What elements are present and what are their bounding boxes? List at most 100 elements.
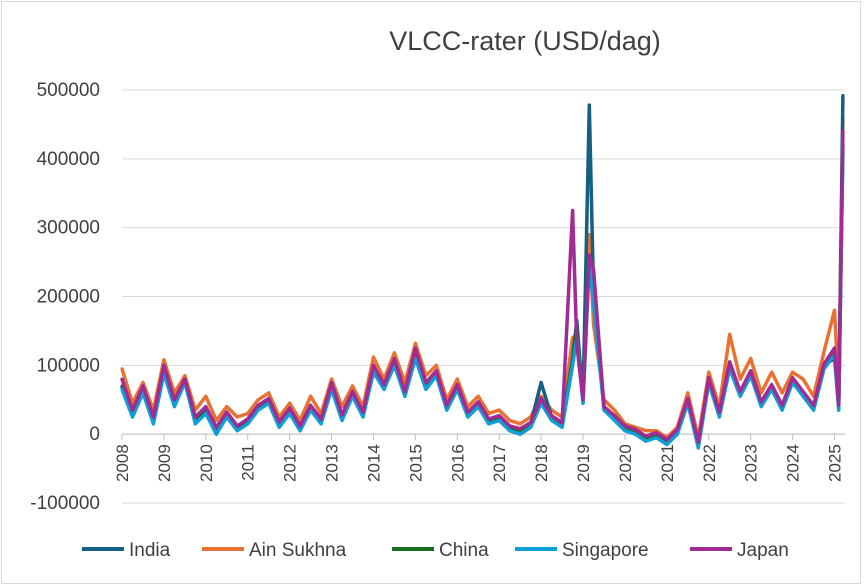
x-tick-label: 2015	[406, 444, 425, 482]
data-point	[424, 387, 428, 391]
x-tick-label: 2024	[784, 444, 803, 482]
data-point	[267, 396, 271, 400]
data-point	[476, 394, 480, 398]
data-point	[508, 429, 512, 433]
data-point	[550, 414, 554, 418]
series-line	[120, 95, 845, 447]
data-point	[330, 377, 334, 381]
data-point	[696, 440, 700, 444]
data-point	[791, 370, 795, 374]
data-point	[749, 356, 753, 361]
data-point	[361, 415, 365, 419]
data-point	[822, 350, 826, 354]
data-point	[193, 422, 197, 426]
x-tick-label: 2013	[323, 444, 342, 482]
x-tick-label: 2018	[532, 444, 551, 482]
data-point	[591, 301, 596, 305]
data-point	[225, 405, 229, 409]
data-point	[602, 405, 606, 409]
data-point	[445, 408, 449, 412]
data-point	[822, 362, 826, 366]
x-tick-label: 2009	[155, 444, 174, 482]
x-tick-label: 2017	[490, 444, 509, 482]
data-point	[172, 405, 176, 409]
data-point	[193, 415, 197, 419]
data-point	[665, 442, 669, 447]
data-point	[497, 418, 501, 422]
data-point	[120, 387, 124, 391]
data-point	[587, 233, 591, 237]
data-point	[130, 408, 135, 412]
data-point	[162, 358, 166, 362]
data-point	[183, 374, 187, 378]
x-tick-label: 2011	[239, 444, 258, 481]
data-point	[256, 398, 260, 402]
data-point	[204, 405, 208, 409]
data-point	[759, 400, 763, 404]
data-point	[770, 383, 774, 387]
data-point	[319, 422, 323, 426]
data-point	[780, 403, 784, 407]
data-point	[518, 422, 522, 426]
data-point	[801, 389, 805, 394]
x-axis-ticks: 2008 2009 2010 2011 2012 2013 2014 2015 2016 2017…	[113, 434, 845, 482]
data-point	[508, 418, 512, 422]
x-tick-label: 2014	[364, 444, 383, 482]
data-point	[560, 420, 564, 425]
series-line	[120, 131, 845, 445]
data-point	[361, 410, 365, 414]
data-point	[612, 414, 617, 418]
x-tick-label: 2008	[113, 444, 132, 482]
data-point	[812, 408, 816, 412]
data-point	[832, 308, 837, 312]
data-point	[309, 403, 313, 407]
legend-item: Ain Sukhna	[202, 540, 347, 561]
data-point	[841, 93, 845, 98]
data-point	[791, 376, 795, 380]
data-point	[382, 387, 386, 391]
legend-item: Singapore	[515, 540, 649, 561]
data-point	[445, 403, 449, 407]
data-point	[539, 380, 543, 385]
data-point	[612, 418, 617, 422]
data-point	[413, 346, 417, 350]
data-point	[497, 408, 501, 412]
data-point	[497, 414, 501, 418]
data-point	[204, 411, 208, 416]
legend-label: China	[439, 540, 489, 561]
data-point	[434, 369, 438, 373]
data-point	[162, 363, 166, 367]
data-point	[487, 422, 491, 426]
data-point	[487, 417, 491, 421]
data-point	[371, 363, 376, 367]
data-point	[298, 429, 302, 433]
data-point	[738, 377, 742, 381]
data-point	[529, 425, 533, 429]
data-point	[183, 377, 187, 381]
data-point	[696, 446, 700, 450]
legend-item: Japan	[690, 540, 789, 561]
x-tick-label: 2012	[281, 444, 300, 482]
data-point	[413, 341, 417, 345]
data-point	[424, 380, 428, 385]
data-point	[382, 383, 386, 387]
data-point	[837, 408, 841, 412]
data-point	[476, 400, 480, 404]
data-point	[575, 343, 579, 347]
data-point	[780, 408, 784, 412]
y-tick-label: 500000	[37, 80, 100, 101]
x-tick-label: 2025	[826, 444, 845, 482]
data-point	[256, 403, 260, 407]
legend-label: Japan	[737, 540, 789, 561]
data-point	[675, 427, 679, 431]
data-point	[235, 429, 239, 433]
y-tick-label: 400000	[37, 149, 100, 170]
data-point	[587, 253, 591, 257]
data-point	[340, 413, 344, 417]
data-point	[340, 418, 344, 422]
data-point	[675, 432, 679, 436]
data-point	[455, 377, 459, 381]
legend-item: India	[82, 540, 171, 561]
